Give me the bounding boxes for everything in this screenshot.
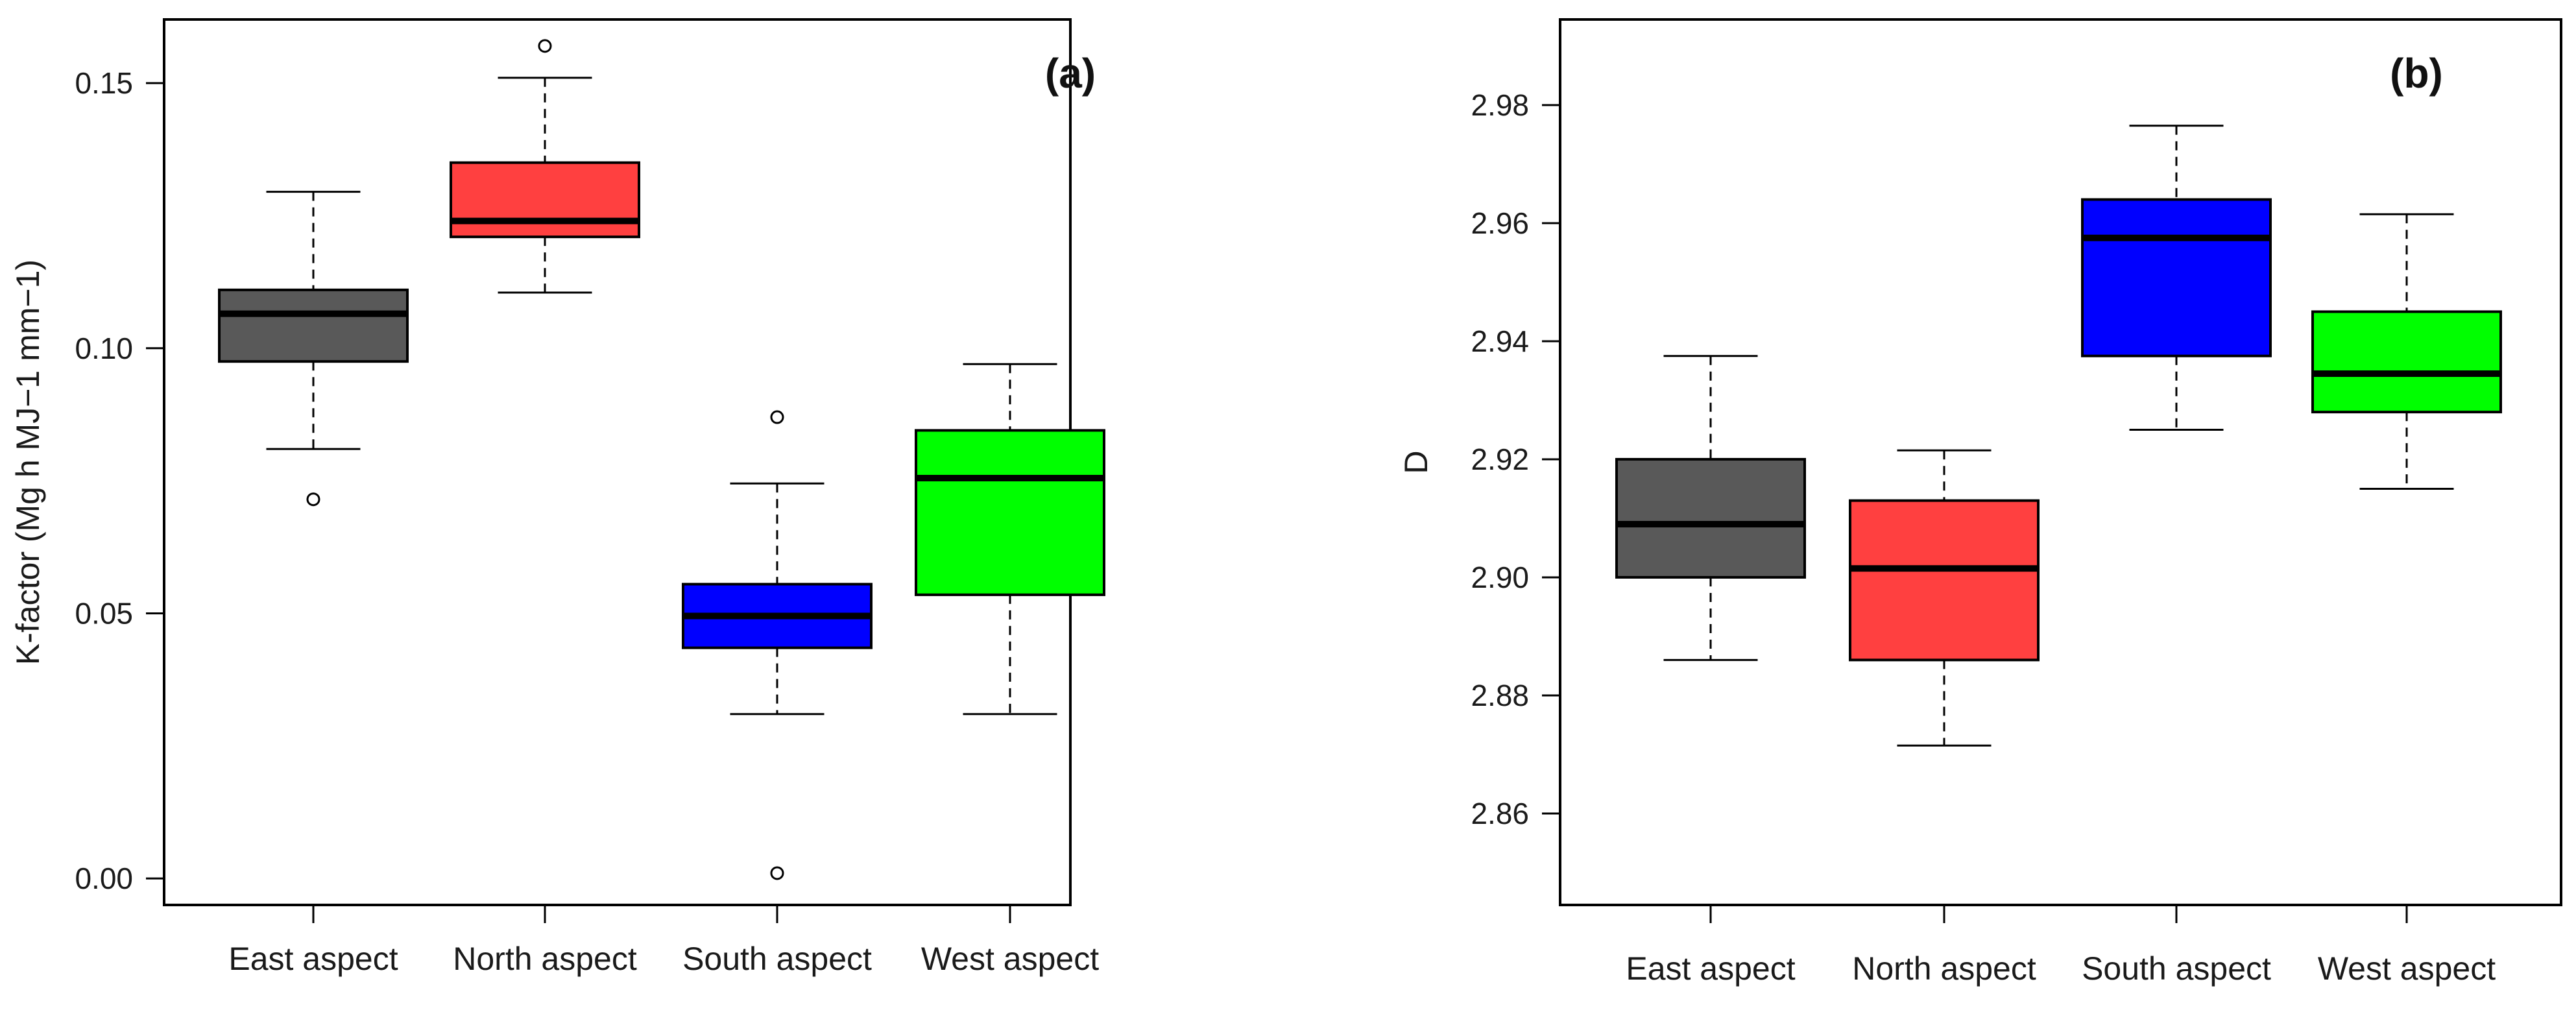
outlier-point — [770, 866, 784, 880]
y-tick-label: 2.88 — [1471, 679, 1529, 712]
iqr-box — [218, 288, 409, 363]
box-north-aspect — [1849, 449, 2040, 747]
y-axis-title: D — [1398, 450, 1434, 474]
box-south-aspect — [682, 410, 873, 880]
x-category-label: North aspect — [1852, 950, 2036, 987]
x-category-label: West aspect — [2318, 950, 2496, 987]
x-category-label: East aspect — [228, 941, 398, 977]
y-tick-label: 0.00 — [75, 861, 133, 895]
outlier-point — [306, 492, 320, 507]
box-east-aspect — [218, 191, 409, 507]
y-tick-label: 2.86 — [1471, 797, 1529, 830]
outlier-point — [770, 410, 784, 424]
box-south-aspect — [2081, 125, 2272, 431]
x-category-label: West aspect — [921, 941, 1099, 977]
y-tick-label: 2.90 — [1471, 560, 1529, 594]
panel-a: 0.00 0.05 0.10 0.15 K-factor (Mg h MJ−1 mm−1… — [10, 18, 1105, 977]
iqr-box — [2311, 310, 2502, 414]
iqr-box — [2081, 198, 2272, 357]
outlier-point — [538, 39, 552, 53]
box-west-aspect — [915, 363, 1105, 716]
y-tick-label: 0.15 — [75, 66, 133, 100]
x-category-label: East aspect — [1626, 950, 1795, 987]
box-north-aspect — [450, 39, 640, 294]
y-tick-label: 2.98 — [1471, 88, 1529, 122]
iqr-box — [450, 161, 640, 239]
x-category-label: South aspect — [682, 941, 872, 977]
y-tick-label: 2.94 — [1471, 324, 1529, 358]
y-tick-label: 2.92 — [1471, 442, 1529, 476]
plot-frame — [1559, 18, 2562, 906]
y-axis-title: K-factor (Mg h MJ−1 mm−1) — [10, 259, 46, 665]
panel-b: 2.86 2.88 2.90 2.92 2.94 2.96 2.98 D (b) East asp… — [1398, 18, 2562, 987]
y-tick-label: 0.05 — [75, 596, 133, 630]
iqr-box — [1615, 457, 1806, 579]
panel-label: (a) — [1045, 50, 1096, 97]
y-tick-label: 2.96 — [1471, 206, 1529, 240]
panel-label: (b) — [2390, 50, 2443, 97]
iqr-box — [1849, 499, 2040, 662]
y-tick-label: 0.10 — [75, 331, 133, 365]
box-west-aspect — [2311, 213, 2502, 490]
iqr-box — [915, 429, 1105, 596]
box-east-aspect — [1615, 355, 1806, 661]
x-category-label: South aspect — [2082, 950, 2271, 987]
x-category-label: North aspect — [453, 941, 637, 977]
